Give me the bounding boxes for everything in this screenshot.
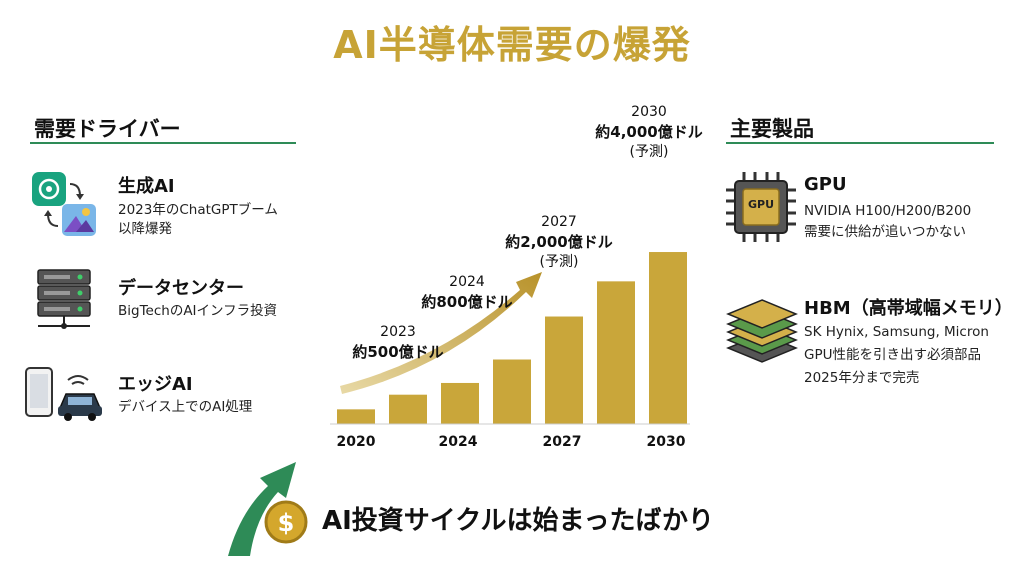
annotation-2024-value: 約800億ドル — [421, 293, 513, 311]
bar-2020 — [337, 409, 375, 424]
demand-drivers-header: 需要ドライバー — [34, 117, 181, 141]
key-products-header: 主要製品 — [730, 117, 814, 141]
rising-dollar-icon: $ — [222, 452, 312, 559]
annotation-2027-note: (予測) — [539, 254, 579, 270]
gpu-desc-1: NVIDIA H100/H200/B200 — [804, 203, 972, 219]
bar-2025 — [597, 281, 635, 424]
bar-2024 — [545, 316, 583, 424]
demand-drivers-divider — [30, 142, 296, 144]
annotation-2030-note: (予測) — [629, 144, 669, 160]
market-growth-chart — [330, 252, 690, 425]
annotation-2030-year: 2030 — [631, 104, 667, 120]
generative-ai-title: 生成AI — [118, 176, 175, 197]
x-tick-2024: 2024 — [438, 434, 478, 450]
hbm-desc-2: GPU性能を引き出す必須部品 — [804, 347, 981, 363]
annotation-2027-value: 約2,000億ドル — [505, 233, 613, 251]
edge-ai-title: エッジAI — [118, 374, 193, 395]
hbm-desc-3: 2025年分まで完売 — [804, 370, 920, 386]
annotation-2030: 2030 約4,000億ドル (予測) — [584, 102, 714, 162]
annotation-2024-year: 2024 — [449, 274, 485, 290]
page-title: AI半導体需要の爆発 — [333, 23, 691, 67]
generative-ai-desc-1: 2023年のChatGPTブーム — [118, 202, 278, 218]
bar-2023 — [493, 359, 531, 424]
annotation-2027-year: 2027 — [541, 214, 577, 230]
annotation-2024: 2024 約800億ドル — [412, 272, 522, 312]
bar-2022 — [441, 382, 479, 424]
key-products-divider — [726, 142, 994, 144]
annotation-2027: 2027 約2,000億ドル (予測) — [494, 212, 624, 272]
edge-ai-icon — [24, 366, 104, 422]
annotation-2023-value: 約500億ドル — [352, 343, 444, 361]
growth-arrow — [340, 272, 542, 394]
edge-ai-desc: デバイス上でのAI処理 — [118, 399, 253, 415]
generative-ai-desc-2: 以降爆発 — [118, 221, 172, 237]
annotation-2023: 2023 約500億ドル — [348, 322, 448, 362]
data-center-desc: BigTechのAIインフラ投資 — [118, 303, 278, 319]
gpu-title: GPU — [804, 174, 847, 195]
hbm-title: HBM（高帯域幅メモリ） — [804, 298, 1013, 319]
annotation-2023-year: 2023 — [380, 324, 416, 340]
bottom-message: AI投資サイクルは始まったばかり — [322, 506, 714, 536]
x-tick-2027: 2027 — [542, 434, 582, 450]
data-center-title: データセンター — [118, 278, 244, 299]
bar-2021 — [389, 394, 427, 424]
x-tick-2030: 2030 — [646, 434, 686, 450]
hbm-memory-stack-icon — [724, 294, 800, 364]
bar-2026 — [649, 252, 687, 424]
gpu-chip-label: GPU — [747, 198, 775, 211]
gpu-desc-2: 需要に供給が追いつかない — [804, 224, 966, 240]
generative-ai-icon — [30, 170, 100, 240]
annotation-2030-value: 約4,000億ドル — [595, 123, 703, 141]
hbm-desc-1: SK Hynix, Samsung, Micron — [804, 324, 989, 340]
svg-text:$: $ — [278, 509, 295, 537]
x-tick-2020: 2020 — [336, 434, 376, 450]
data-center-icon — [30, 268, 100, 330]
gpu-chip-icon — [724, 170, 798, 244]
